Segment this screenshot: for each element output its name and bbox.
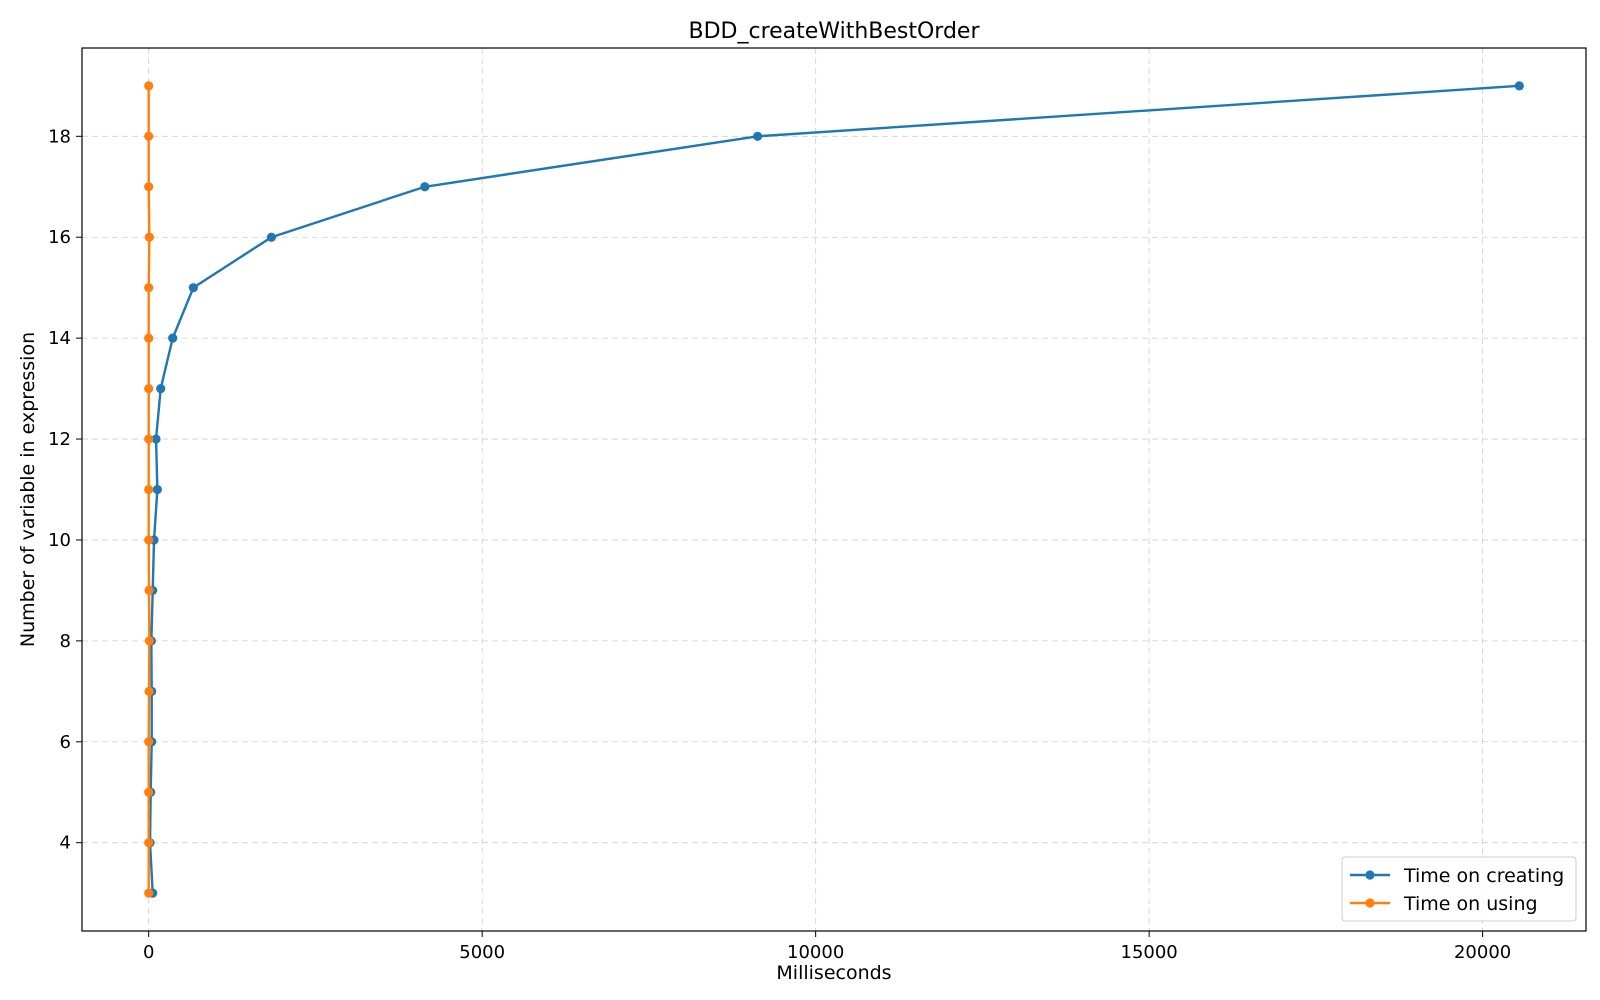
data-point — [156, 383, 166, 394]
y-tick-label: 4 — [60, 833, 71, 854]
x-tick-label: 5000 — [459, 942, 505, 963]
y-tick-label: 18 — [48, 126, 71, 147]
data-point — [188, 283, 198, 293]
data-point — [144, 585, 154, 596]
data-point — [151, 434, 161, 444]
y-tick-label: 14 — [48, 328, 71, 349]
x-tick-label: 15000 — [1121, 942, 1178, 963]
x-axis-label: Milliseconds — [776, 962, 891, 984]
y-tick-label: 12 — [48, 429, 71, 450]
data-point — [144, 434, 154, 444]
x-tick-label: 10000 — [787, 942, 844, 963]
data-point — [266, 232, 277, 242]
chart-title: BDD_createWithBestOrder — [689, 19, 981, 44]
x-tick-label: 0 — [143, 942, 154, 963]
y-axis-ticks: 4 6 8 10 12 14 16 18 — [48, 126, 82, 854]
data-point — [144, 787, 154, 797]
legend-label: Time on using — [1403, 893, 1538, 915]
grid — [82, 48, 1586, 931]
series-line — [148, 84, 1520, 894]
data-point — [144, 636, 154, 646]
y-tick-label: 8 — [60, 631, 71, 652]
plot-area-frame — [81, 47, 1587, 932]
legend-marker — [1365, 870, 1375, 880]
y-axis-label: Number of variable in expression — [17, 332, 39, 647]
y-tick-label: 16 — [48, 227, 71, 248]
data-point — [144, 686, 154, 696]
legend-box — [1341, 856, 1577, 922]
x-axis-ticks: 0 5000 10000 15000 20000 — [143, 931, 1511, 963]
data-point — [144, 182, 154, 192]
data-point — [152, 484, 162, 495]
y-tick-label: 6 — [60, 732, 71, 753]
legend: Time on creating Time on using — [1341, 856, 1577, 922]
data-point — [753, 131, 763, 141]
legend-items: Time on creating Time on using — [1350, 865, 1564, 915]
data-point — [144, 333, 154, 343]
data-point — [144, 383, 154, 394]
legend-label: Time on creating — [1403, 865, 1564, 887]
data-point — [420, 182, 430, 192]
data-point — [144, 737, 154, 747]
series-2 — [144, 81, 154, 898]
x-tick-label: 20000 — [1454, 942, 1511, 963]
data-point — [1514, 81, 1524, 91]
data-point — [144, 888, 154, 898]
legend-marker — [1365, 898, 1375, 908]
data-point — [144, 81, 154, 91]
data-point — [144, 283, 154, 293]
data-point — [144, 535, 154, 545]
legend-item: Time on using — [1350, 893, 1538, 915]
data-point — [168, 333, 178, 343]
series-1 — [145, 81, 1524, 898]
legend-item: Time on creating — [1350, 865, 1564, 887]
data-point — [144, 232, 154, 242]
data-point — [144, 484, 154, 495]
y-tick-label: 10 — [48, 530, 71, 551]
series-group — [144, 81, 1524, 898]
data-point — [144, 131, 154, 141]
data-point — [144, 838, 154, 848]
